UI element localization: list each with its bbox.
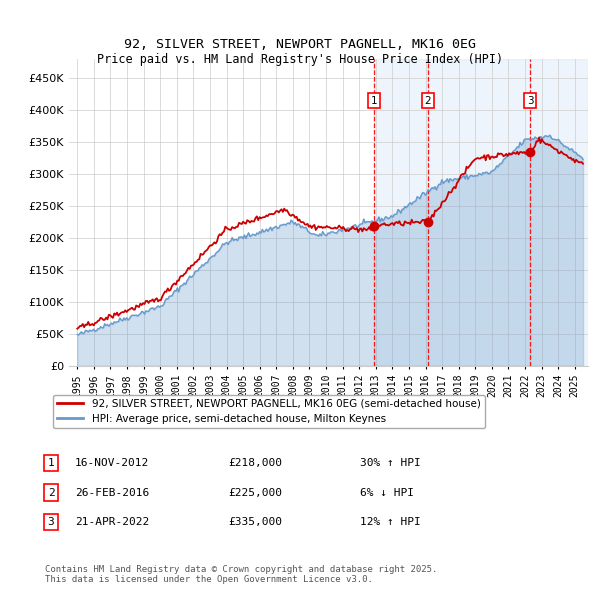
Text: 1: 1 [370,96,377,106]
Text: 2: 2 [425,96,431,106]
Text: 21-APR-2022: 21-APR-2022 [75,517,149,527]
Text: 3: 3 [47,517,55,527]
Bar [374,59,428,366]
Text: £225,000: £225,000 [228,488,282,497]
Text: 16-NOV-2012: 16-NOV-2012 [75,458,149,468]
Text: Price paid vs. HM Land Registry's House Price Index (HPI): Price paid vs. HM Land Registry's House … [97,53,503,66]
Text: 2: 2 [47,488,55,497]
Text: 92, SILVER STREET, NEWPORT PAGNELL, MK16 0EG: 92, SILVER STREET, NEWPORT PAGNELL, MK16… [124,38,476,51]
Text: 30% ↑ HPI: 30% ↑ HPI [360,458,421,468]
Text: 26-FEB-2016: 26-FEB-2016 [75,488,149,497]
Text: Contains HM Land Registry data © Crown copyright and database right 2025.
This d: Contains HM Land Registry data © Crown c… [45,565,437,584]
Text: 1: 1 [47,458,55,468]
Bar [530,59,588,366]
Text: £218,000: £218,000 [228,458,282,468]
Text: 6% ↓ HPI: 6% ↓ HPI [360,488,414,497]
Bar [428,59,530,366]
Text: 12% ↑ HPI: 12% ↑ HPI [360,517,421,527]
Text: £335,000: £335,000 [228,517,282,527]
Text: 3: 3 [527,96,533,106]
Legend: 92, SILVER STREET, NEWPORT PAGNELL, MK16 0EG (semi-detached house), HPI: Average: 92, SILVER STREET, NEWPORT PAGNELL, MK16… [53,395,485,428]
